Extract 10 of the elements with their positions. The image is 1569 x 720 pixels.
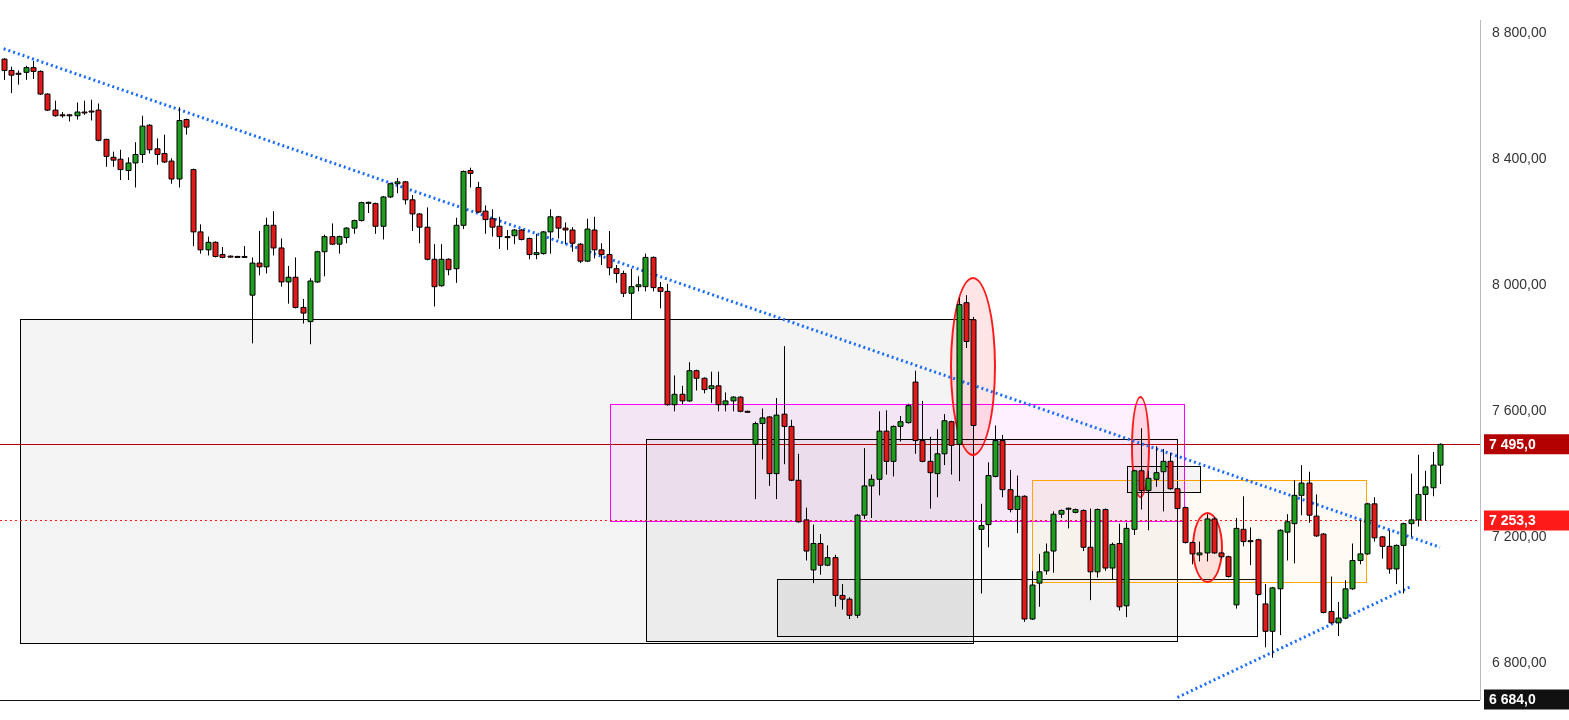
y-tick-label: 8 800,00 bbox=[1492, 24, 1547, 41]
y-tick-label: 7 600,00 bbox=[1492, 402, 1547, 419]
y-tick-label: 8 000,00 bbox=[1492, 276, 1547, 293]
y-tick-label: 8 400,00 bbox=[1492, 150, 1547, 167]
ref-line-label: 7 495,0 bbox=[1489, 435, 1536, 452]
ref-line-label: 6 684,0 bbox=[1489, 690, 1536, 707]
candlestick bbox=[978, 503, 985, 595]
ref-line-label: 7 253,3 bbox=[1489, 511, 1536, 528]
y-tick-label: 7 200,00 bbox=[1492, 528, 1547, 545]
y-tick-label: 6 800,00 bbox=[1492, 653, 1547, 670]
